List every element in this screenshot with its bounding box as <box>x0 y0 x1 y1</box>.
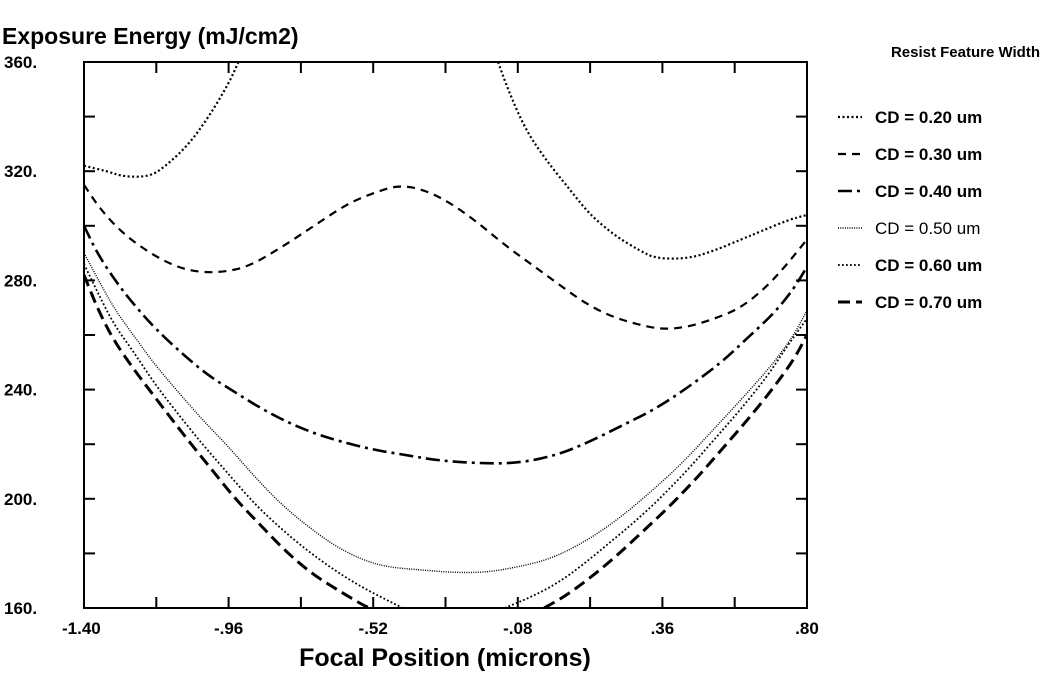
x-tick-label: -.96 <box>214 619 243 638</box>
x-tick-label: -.52 <box>359 619 388 638</box>
y-tick-label: 320. <box>4 162 37 181</box>
series-line-1 <box>497 62 807 260</box>
x-axis-title: Focal Position (microns) <box>299 644 591 672</box>
y-tick-label: 200. <box>4 490 37 509</box>
y-axis-title: Exposure Energy (mJ/cm2) <box>2 23 299 49</box>
series-line-6 <box>543 334 807 608</box>
x-tick-label: .36 <box>651 619 675 638</box>
legend-label-4: CD = 0.50 um <box>875 219 980 238</box>
plot-frame <box>83 61 808 609</box>
series-line-5 <box>84 263 404 608</box>
y-tick-label: 160. <box>4 599 37 618</box>
series-line-3 <box>84 225 807 465</box>
plot-border <box>83 61 808 609</box>
legend-label-1: CD = 0.20 um <box>875 108 982 127</box>
x-tick-label: -.08 <box>503 619 532 638</box>
legend: CD = 0.20 um CD = 0.30 um CD = 0.40 um CD =… <box>838 108 982 312</box>
legend-label-3: CD = 0.40 um <box>875 182 982 201</box>
legend-label-6: CD = 0.70 um <box>875 293 982 312</box>
x-tick-label: .80 <box>795 619 819 638</box>
legend-label-5: CD = 0.60 um <box>875 256 982 275</box>
series-line-6 <box>84 274 371 608</box>
y-tick-label: 240. <box>4 381 37 400</box>
series-line-5 <box>504 318 807 608</box>
y-tick-label: 360. <box>4 53 37 72</box>
x-tick-label: -1.40 <box>62 619 101 638</box>
legend-label-2: CD = 0.30 um <box>875 145 982 164</box>
tick-labels: -1.40 -.96 -.52 -.08 .36 .80 160. 200. 240. 280. 3… <box>4 53 819 638</box>
series-line-4 <box>84 252 807 574</box>
series-line-1 <box>84 62 240 178</box>
series-line-2 <box>84 184 807 330</box>
axis-ticks <box>83 61 808 609</box>
y-tick-label: 280. <box>4 271 37 290</box>
series-lines <box>84 62 807 608</box>
legend-title: Resist Feature Width <box>891 44 1040 61</box>
